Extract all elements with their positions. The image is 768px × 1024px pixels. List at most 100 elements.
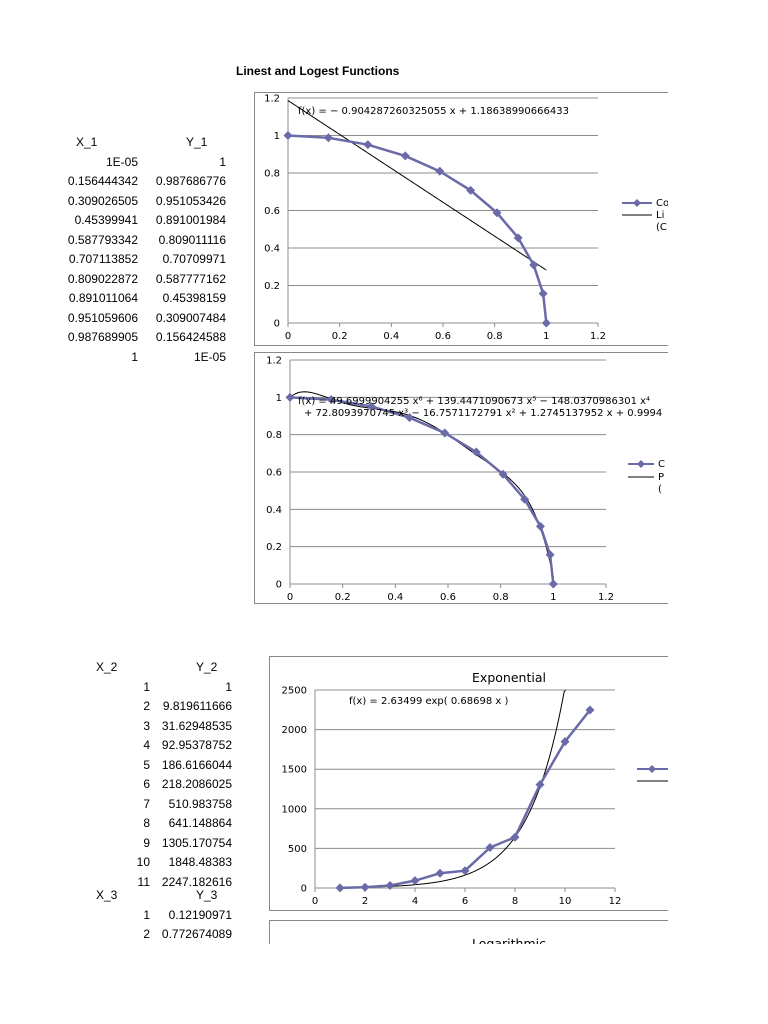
table-cell: 2: [143, 699, 150, 713]
column-header: Y_1: [186, 135, 208, 149]
y-tick-label: 1000: [282, 804, 307, 815]
y-tick-label: 0.4: [264, 244, 280, 255]
table-cell: 5: [143, 757, 150, 772]
table-cell: 31.62948535: [161, 718, 232, 733]
legend: Co Li (C: [622, 198, 668, 233]
data-point: [498, 469, 508, 479]
chart-frame: [269, 656, 668, 911]
table-cell: 6: [143, 777, 150, 791]
table-row: 6 218.2086025: [80, 775, 232, 795]
chart-polynomial: 0 0.2 0.4 0.6 0.8 1 1.2 0 0.2 0.4 0.6 0.8 1 1.2 f(x) …: [254, 352, 668, 604]
table-cell: 1: [225, 679, 232, 694]
x-tick-label: 0.2: [332, 331, 348, 342]
table-cell: 0.156424588: [155, 330, 226, 344]
table-cell: 0.70709971: [162, 252, 226, 266]
chart-frame: [254, 352, 668, 604]
x-tick-label: 0.4: [383, 331, 399, 342]
table-cell: 8: [143, 816, 150, 830]
table-row: 5 186.6166044: [80, 756, 232, 776]
table-cell: 186.6166044: [161, 757, 232, 772]
data-point: [535, 521, 545, 531]
chart-frame: [269, 920, 668, 944]
table-row: 0.45399941 0.891001984: [50, 211, 226, 231]
y-tick-label: 0.8: [266, 430, 282, 441]
table-row: 0.891011064 0.45398159: [50, 289, 226, 309]
chart-frame: [254, 92, 668, 346]
column-header: Y_2: [196, 660, 218, 674]
data-point: [410, 876, 420, 886]
data-point: [400, 151, 410, 161]
data-point: [363, 140, 373, 150]
table-cell: 11: [137, 874, 150, 889]
table-row: 0.587793342 0.809011116: [50, 231, 226, 251]
table-cell: 0.45399941: [74, 213, 138, 227]
x-tick-label: 0.6: [440, 592, 456, 603]
data-point: [326, 395, 336, 405]
table-cell: 2247.182616: [161, 874, 232, 889]
table-cell: 0.951053426: [155, 193, 226, 208]
data-point: [485, 843, 495, 853]
table-row: 0.809022872 0.587777162: [50, 270, 226, 290]
table-cell: 0.891011064: [68, 291, 138, 305]
x-tick-label: 8: [512, 896, 518, 907]
table-cell: 0.809022872: [67, 271, 138, 286]
data-table-3: X_3 Y_3 1 0.12190971 2 0.772674089: [80, 886, 232, 945]
x-tick-label: 0.4: [387, 592, 403, 603]
legend-entry-1: Co: [656, 198, 668, 209]
y-tick-label: 0.8: [264, 169, 280, 180]
data-point: [466, 185, 476, 195]
data-point: [323, 133, 333, 143]
y-tick-label: 1: [274, 131, 280, 142]
table-cell: 0.12190971: [168, 907, 232, 922]
table-cell: 1: [143, 679, 150, 694]
data-point: [460, 866, 470, 876]
y-tick-label: 0.6: [264, 206, 280, 217]
table-header: X_2 Y_2: [80, 658, 232, 678]
x-tick-label: 0.2: [335, 592, 351, 603]
x-tick-label: 1: [543, 331, 549, 342]
table-cell: 1: [143, 907, 150, 922]
data-point: [545, 550, 555, 560]
table-row: 2 0.772674089: [80, 925, 232, 945]
data-point: [510, 832, 520, 842]
x-tick-label: 0: [287, 592, 293, 603]
table-row: 0.987689905 0.156424588: [50, 328, 226, 348]
table-cell: 1: [219, 154, 226, 169]
data-point: [366, 401, 376, 411]
table-row: 8 641.148864: [80, 814, 232, 834]
table-cell: 1305.170754: [161, 835, 232, 850]
x-tick-label: 2: [362, 896, 368, 907]
table-cell: 0.309007484: [155, 310, 226, 325]
table-cell: 1E-05: [193, 349, 226, 364]
y-tick-label: 0: [301, 884, 307, 895]
table-cell: 9: [143, 835, 150, 850]
data-point: [435, 166, 445, 176]
data-point: [538, 289, 548, 299]
data-point: [560, 737, 570, 747]
x-tick-label: 0: [285, 331, 291, 342]
data-point: [535, 780, 545, 790]
chart-title: Exponential: [472, 670, 546, 685]
table-row: 0.309026505 0.951053426: [50, 192, 226, 212]
table-cell: 1848.48383: [168, 855, 232, 869]
y-tick-label: 2000: [282, 725, 307, 736]
table-cell: 0.809011116: [158, 232, 226, 247]
data-point: [585, 705, 595, 715]
table-cell: 0.309026505: [67, 193, 138, 208]
x-tick-label: 6: [462, 896, 468, 907]
x-tick-label: 0.8: [487, 331, 503, 342]
table-cell: 510.983758: [168, 796, 232, 811]
data-point: [529, 260, 539, 270]
trendline-equation-line-1: f(x) = 49.6999904255 x⁶ + 139.4471090673…: [298, 396, 650, 407]
y-tick-label: 0.2: [264, 281, 280, 292]
table-cell: 0.987686776: [155, 174, 226, 188]
data-point: [492, 208, 502, 218]
table-row: 10 1848.48383: [80, 853, 232, 873]
table-cell: 0.156444342: [67, 174, 138, 188]
data-table-1: X_1 Y_1 1E-05 1 0.156444342 0.987686776 0.3090…: [50, 133, 226, 367]
data-point: [548, 579, 558, 589]
table-cell: 3: [143, 718, 150, 733]
data-point: [471, 447, 481, 457]
table-cell: 1: [131, 349, 138, 364]
